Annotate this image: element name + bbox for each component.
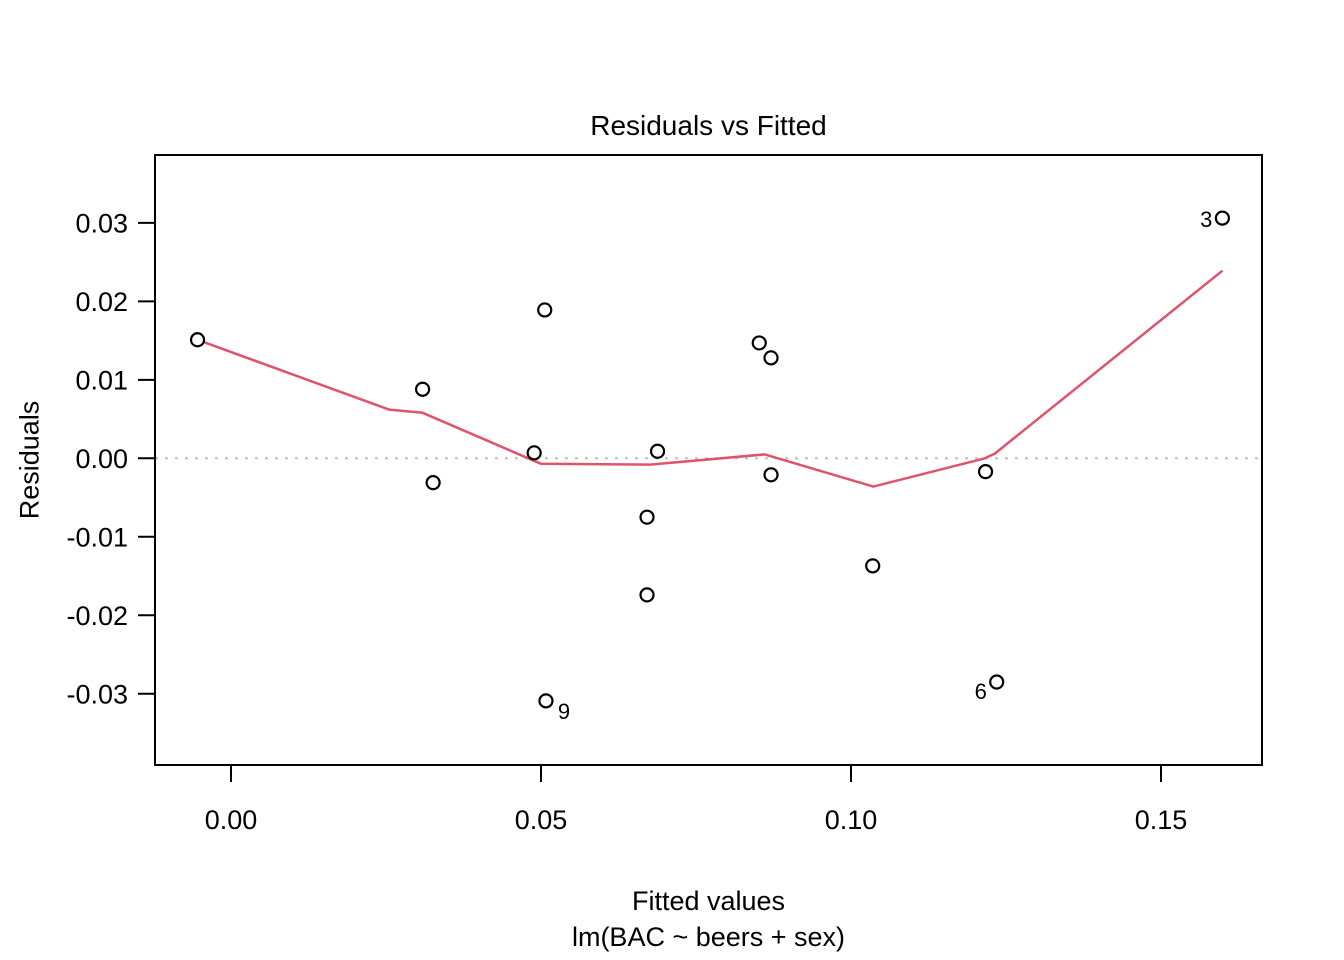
point-label: 6 bbox=[975, 679, 987, 704]
plot-border bbox=[154, 154, 1263, 766]
y-tick-label: -0.03 bbox=[66, 679, 128, 709]
y-tick-label: -0.02 bbox=[66, 601, 128, 631]
x-tick-label: 0.10 bbox=[825, 805, 878, 835]
data-point bbox=[189, 332, 206, 348]
data-point bbox=[425, 475, 441, 491]
data-point bbox=[538, 693, 554, 709]
plot-title: Residuals vs Fitted bbox=[590, 110, 827, 141]
data-point bbox=[649, 443, 666, 459]
x-axis-sublabel: lm(BAC ~ beers + sex) bbox=[571, 922, 846, 952]
data-point bbox=[537, 302, 553, 318]
x-tick-label: 0.15 bbox=[1135, 805, 1188, 835]
data-point bbox=[989, 674, 1005, 690]
y-tick-label: 0.03 bbox=[75, 208, 128, 238]
data-point bbox=[763, 467, 779, 483]
loess-smoother-line bbox=[197, 269, 1224, 488]
x-tick-label: 0.00 bbox=[205, 805, 258, 835]
point-label: 3 bbox=[1200, 207, 1212, 232]
point-label: 9 bbox=[558, 699, 570, 724]
x-axis-label: Fitted values bbox=[631, 886, 786, 916]
y-tick-label: 0.02 bbox=[75, 287, 128, 317]
data-point bbox=[639, 587, 655, 603]
data-point bbox=[639, 509, 655, 525]
x-tick-label: 0.05 bbox=[515, 805, 568, 835]
data-point bbox=[751, 335, 767, 351]
data-point bbox=[1214, 210, 1230, 226]
data-point bbox=[977, 464, 994, 480]
data-point bbox=[526, 445, 542, 461]
y-tick-label: 0.01 bbox=[75, 365, 128, 395]
data-point bbox=[865, 558, 881, 574]
data-point bbox=[763, 350, 779, 366]
data-point bbox=[414, 381, 431, 397]
y-tick-label: 0.00 bbox=[75, 444, 128, 474]
y-tick-label: -0.01 bbox=[66, 522, 128, 552]
